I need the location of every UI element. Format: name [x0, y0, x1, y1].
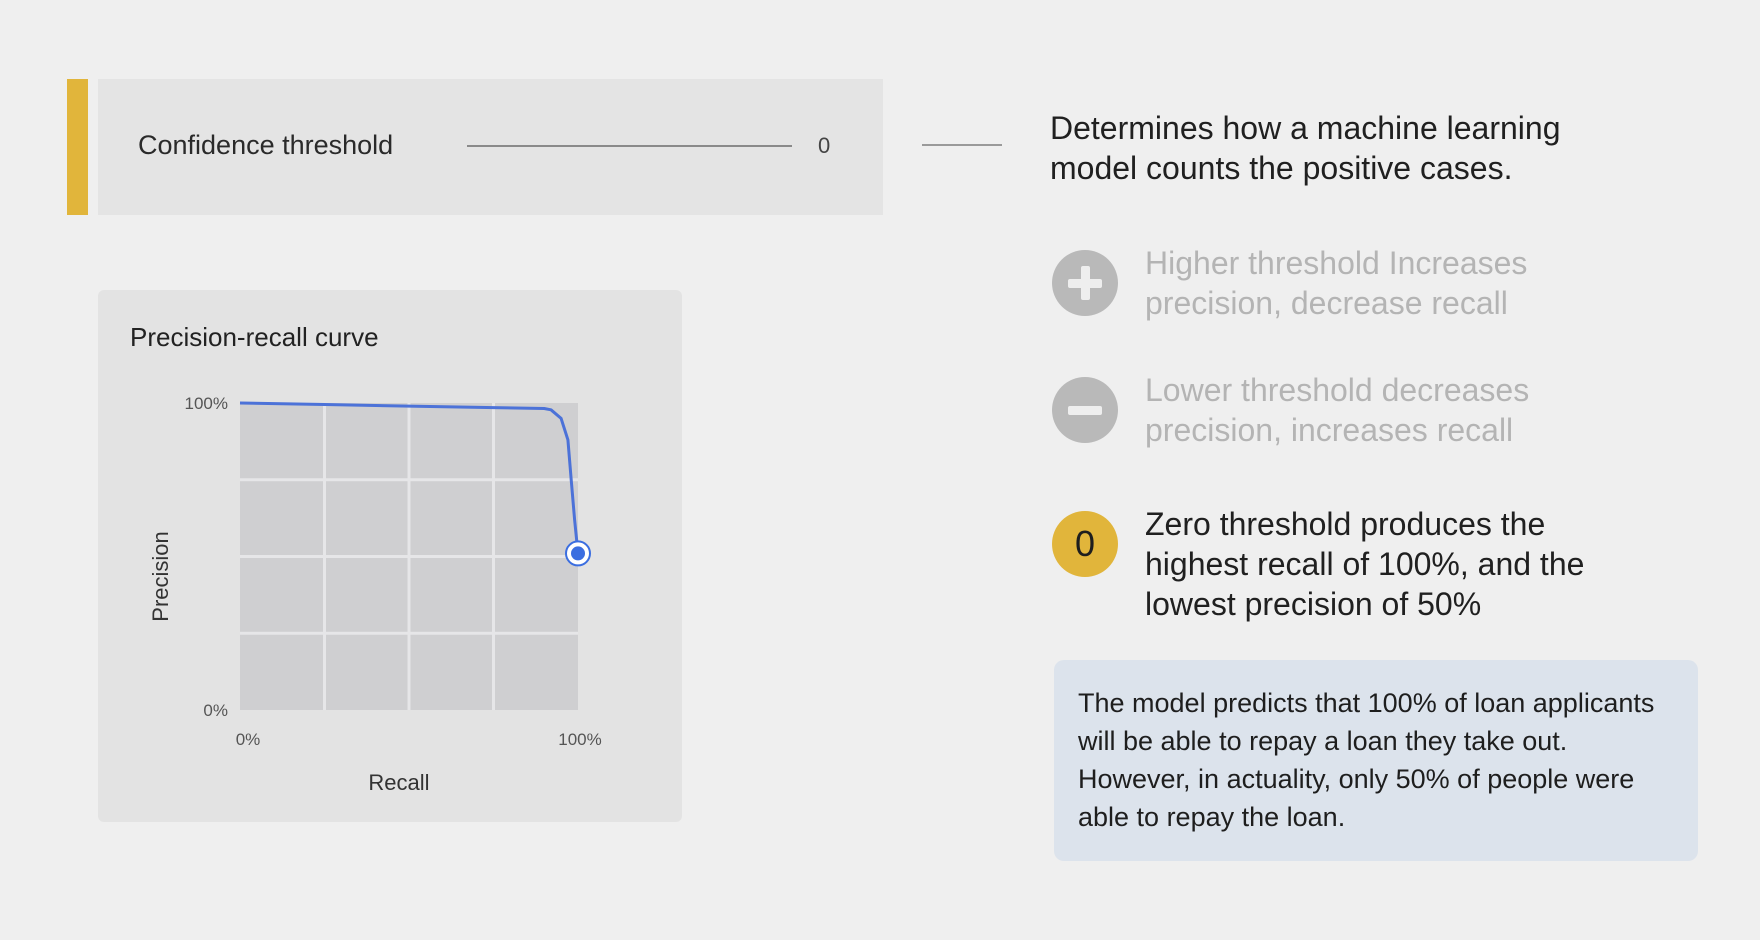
threshold-accent-bar — [67, 79, 88, 215]
threshold-point — [571, 546, 585, 561]
rule-zero-threshold: 0 Zero threshold produces the highest re… — [1052, 504, 1692, 624]
minus-icon — [1052, 377, 1118, 443]
rule-lower-threshold: Lower threshold decreases precision, inc… — [1052, 370, 1692, 450]
note-text: The model predicts that 100% of loan app… — [1078, 688, 1655, 832]
threshold-label: Confidence threshold — [138, 130, 394, 160]
threshold-value: 0 — [818, 133, 831, 158]
connector-line — [922, 144, 1002, 146]
threshold-description: Determines how a machine learning model … — [1050, 110, 1561, 186]
threshold-slider[interactable] — [467, 145, 792, 147]
rule-text: Lower threshold decreases precision, inc… — [1145, 372, 1530, 448]
x-tick-label: 100% — [558, 730, 601, 749]
rule-text: Zero threshold produces the highest reca… — [1145, 506, 1585, 622]
pr-curve-line — [239, 401, 580, 554]
chart-title: Precision-recall curve — [130, 322, 379, 352]
y-axis-label: Precision — [148, 531, 173, 621]
plus-icon — [1052, 250, 1118, 316]
precision-recall-chart: 100% 0% 0% 100% Recall Precision — [148, 394, 602, 795]
threshold-panel: Confidence threshold 0 — [98, 79, 883, 215]
zero-icon: 0 — [1052, 511, 1118, 577]
x-tick-label: 0% — [236, 730, 261, 749]
rule-text: Higher threshold Increases precision, de… — [1145, 245, 1528, 321]
chart-card: 100% 0% 0% 100% Recall Precision Precision-re… — [98, 290, 682, 822]
rule-higher-threshold: Higher threshold Increases precision, de… — [1052, 243, 1692, 323]
y-tick-label: 0% — [203, 701, 228, 720]
x-axis-label: Recall — [368, 770, 429, 795]
note-box: The model predicts that 100% of loan app… — [1054, 660, 1698, 861]
y-tick-label: 100% — [185, 394, 228, 413]
zero-icon-glyph: 0 — [1074, 523, 1096, 564]
